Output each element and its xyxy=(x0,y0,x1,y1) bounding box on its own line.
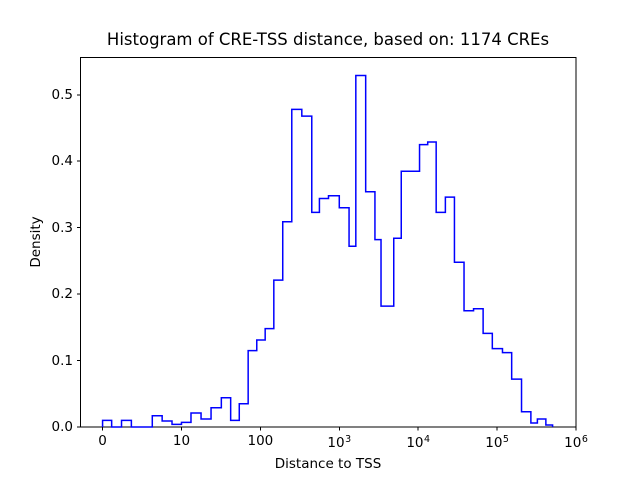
x-tick-label: 106 xyxy=(564,433,588,451)
x-tick-label: 100 xyxy=(247,432,274,449)
x-tick-base: 10 xyxy=(564,434,582,451)
x-tick-label: 103 xyxy=(327,433,352,451)
x-tick-exponent: 3 xyxy=(345,433,352,445)
x-tick-exponent: 5 xyxy=(502,433,509,445)
x-tick-base: 10 xyxy=(406,434,424,451)
x-tick-base: 10 xyxy=(327,434,345,451)
x-tick-exponent: 6 xyxy=(581,433,588,445)
x-tick-label: 0 xyxy=(98,432,107,449)
x-tick-label: 104 xyxy=(406,433,431,451)
chart-title: Histogram of CRE-TSS distance, based on:… xyxy=(106,30,550,49)
y-tick-label: 0.4 xyxy=(51,153,73,170)
axes-frame xyxy=(80,57,577,428)
x-tick-label: 105 xyxy=(485,433,509,451)
x-axis-ticks xyxy=(102,427,577,431)
x-tick-base: 10 xyxy=(485,434,503,451)
histogram-step-line xyxy=(101,74,554,428)
y-axis-ticks xyxy=(77,94,81,428)
y-tick-label: 0.3 xyxy=(51,219,73,236)
y-tick-label: 0.0 xyxy=(51,419,73,435)
y-tick-label: 0.5 xyxy=(51,86,73,103)
x-axis-label: Distance to TSS xyxy=(274,456,382,472)
x-tick-exponent: 4 xyxy=(424,433,431,445)
y-tick-label: 0.1 xyxy=(51,352,73,369)
x-tick-label: 10 xyxy=(172,432,191,449)
y-tick-label: 0.2 xyxy=(51,286,73,303)
